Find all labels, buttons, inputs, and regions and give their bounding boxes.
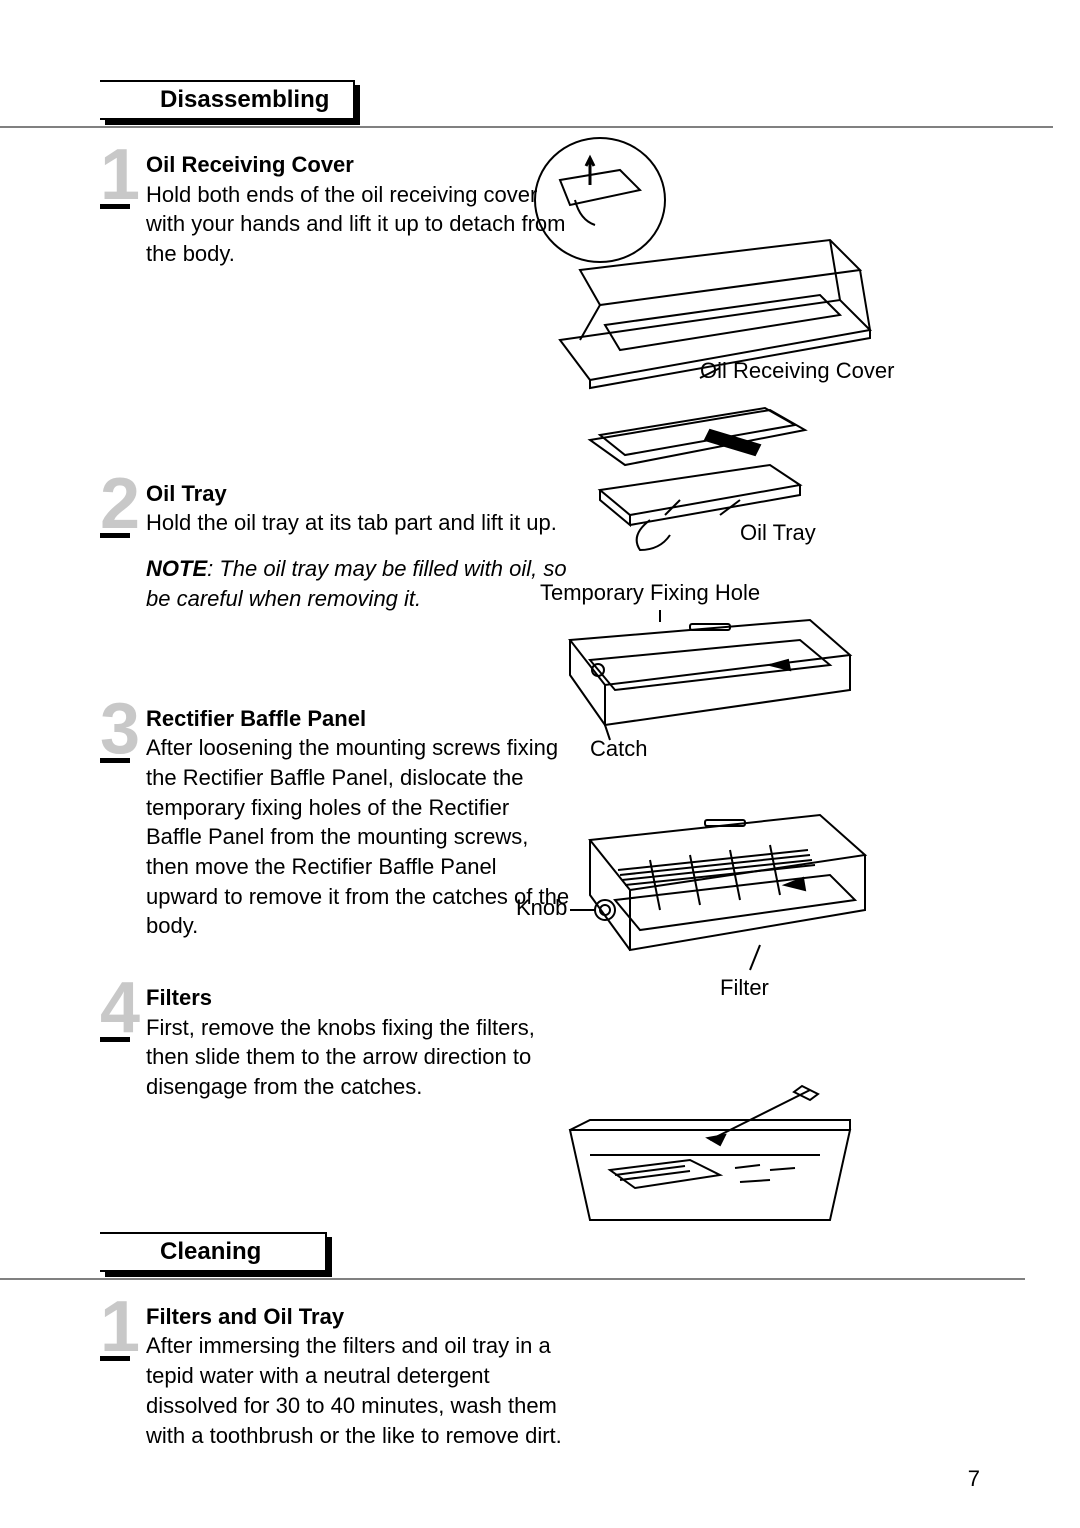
step-number: 3	[100, 704, 140, 763]
page-number: 7	[968, 1466, 980, 1492]
section-header-disassembling: Disassembling	[100, 80, 355, 120]
step-number: 2	[100, 479, 140, 538]
manual-page: Disassembling 1 Oil Receiving Cover Hold…	[0, 0, 1080, 1528]
figure-label-oil-tray: Oil Tray	[740, 520, 816, 546]
step-title: Filters and Oil Tray	[146, 1304, 344, 1329]
figure-label-oil-cover: Oil Receiving Cover	[700, 358, 894, 384]
figure-label-catch: Catch	[590, 736, 647, 762]
figure-label-temp-hole: Temporary Fixing Hole	[540, 580, 760, 606]
step-body: Hold the oil tray at its tab part and li…	[146, 510, 557, 535]
step-title: Rectifier Baffle Panel	[146, 706, 366, 731]
step-body: After loosening the mounting screws fixi…	[146, 735, 569, 938]
figure-label-filter: Filter	[720, 975, 769, 1001]
cleaning-step-1: 1 Filters and Oil Tray After immersing t…	[100, 1302, 980, 1450]
step-text: Filters First, remove the knobs fixing t…	[140, 983, 570, 1102]
step-title: Oil Tray	[146, 481, 227, 506]
step-title: Oil Receiving Cover	[146, 152, 354, 177]
step-number: 1	[100, 1302, 140, 1361]
step-text: Filters and Oil Tray After immersing the…	[140, 1302, 570, 1450]
note-label: NOTE	[146, 556, 207, 581]
step-number: 4	[100, 983, 140, 1042]
step-body: First, remove the knobs fixing the filte…	[146, 1015, 535, 1099]
step-body: After immersing the filters and oil tray…	[146, 1333, 562, 1447]
step-text: Oil Receiving Cover Hold both ends of th…	[140, 150, 570, 269]
step-text: Oil Tray Hold the oil tray at its tab pa…	[140, 479, 590, 614]
step-number: 1	[100, 150, 140, 209]
section-title: Disassembling	[160, 86, 329, 113]
step-text: Rectifier Baffle Panel After loosening t…	[140, 704, 570, 942]
section-header-cleaning: Cleaning	[100, 1232, 327, 1272]
figure-oil-receiving-cover	[520, 130, 890, 390]
figure-label-knob: Knob	[516, 895, 567, 921]
step-title: Filters	[146, 985, 212, 1010]
note-body: : The oil tray may be filled with oil, s…	[146, 556, 567, 611]
step-note: NOTE: The oil tray may be filled with oi…	[146, 554, 590, 613]
figure-rectifier-baffle	[540, 610, 860, 760]
step-body: Hold both ends of the oil receiving cove…	[146, 182, 565, 266]
figure-cleaning-tray	[560, 1080, 860, 1240]
figure-filters	[560, 800, 880, 1000]
section-title: Cleaning	[160, 1238, 261, 1265]
